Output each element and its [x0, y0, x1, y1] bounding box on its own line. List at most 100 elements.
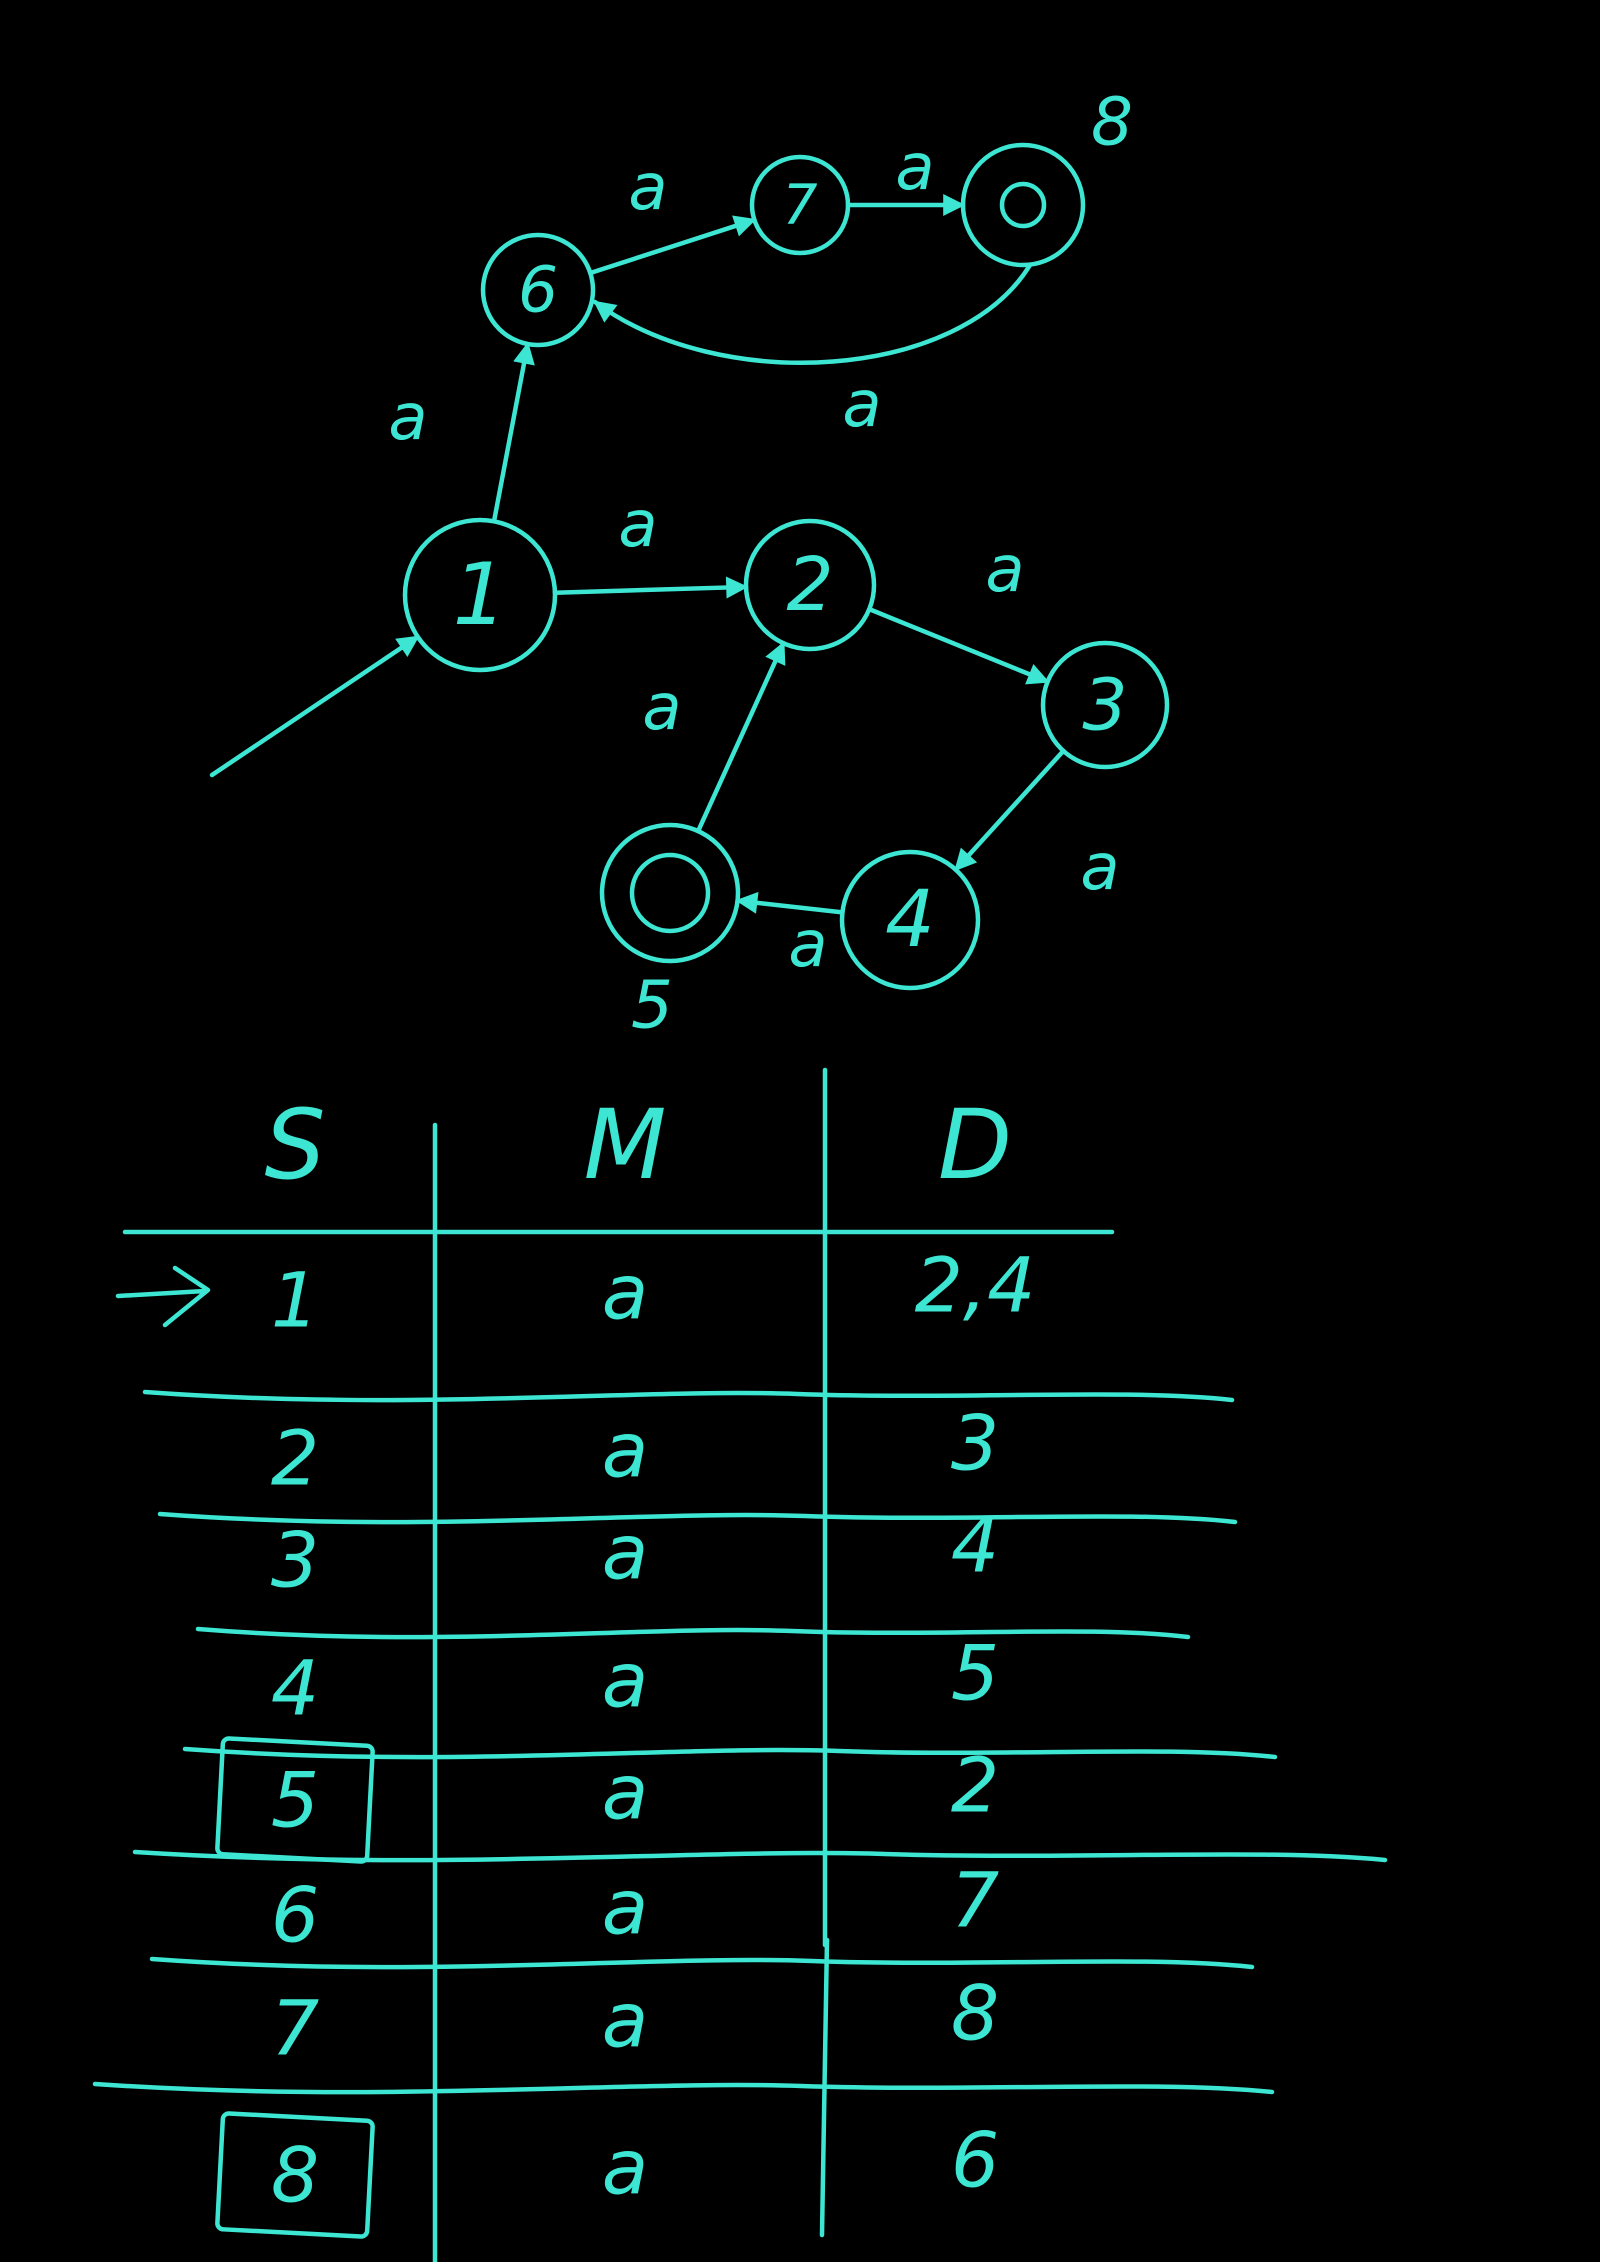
state-label: 5 — [631, 967, 673, 1044]
row-state: 4 — [271, 1644, 319, 1733]
transition-edge — [867, 606, 1050, 685]
row-symbol: a — [602, 1248, 649, 1337]
table-row: 6 a 7 — [271, 1856, 999, 1960]
transition-symbol: a — [642, 671, 681, 745]
transition-symbol: a — [842, 368, 881, 442]
row-targets: 4 — [951, 1501, 999, 1590]
state-circle — [402, 517, 558, 673]
transition-symbol: a — [1080, 831, 1119, 905]
transition-2-3 — [867, 606, 1050, 685]
row-symbol: a — [602, 1508, 649, 1597]
table-grid-lines — [92, 1067, 1388, 2262]
row-symbol: a — [602, 1748, 649, 1837]
transition-edge — [552, 576, 749, 599]
state-node-8: 8 — [960, 84, 1133, 268]
transition-labels: a a a a a a a a a — [388, 131, 1119, 982]
state-diagram: 1 2 3 4 5 6 7 8 a a a a a a a a a — [209, 84, 1170, 1044]
row-state: 6 — [271, 1871, 319, 1960]
row-state: 8 — [271, 2131, 319, 2220]
state-label: 2 — [786, 542, 833, 628]
transition-edge — [735, 891, 845, 915]
transition-symbol: a — [788, 908, 827, 982]
accepting-inner-circle — [629, 852, 711, 934]
initial-arrow — [209, 634, 420, 778]
transition-1-6 — [491, 341, 535, 524]
initial-state-arrow — [115, 1265, 211, 1328]
transition-edges — [491, 194, 1066, 915]
row-symbol: a — [602, 2123, 649, 2212]
state-label: 4 — [885, 875, 935, 965]
row-targets: 7 — [951, 1856, 999, 1945]
table-body: 1 a 2,4 2 a 3 3 a 4 4 a 5 5 a 2 6 a 7 7 a 8 8 a 6 — [115, 1241, 1036, 2239]
transition-3-4 — [953, 748, 1066, 872]
row-symbol: a — [602, 1976, 649, 2065]
state-circle — [1040, 640, 1170, 770]
transition-1-2 — [552, 576, 749, 599]
state-node-2: 2 — [743, 518, 877, 652]
transition-edge — [592, 262, 1033, 365]
table-row: 2 a 3 — [271, 1399, 999, 1503]
transition-table: S M D 1 a 2,4 2 a 3 3 a 4 4 a 5 5 a 2 6 a 7 7 a 8 8 a 6 — [92, 1067, 1388, 2262]
row-targets: 8 — [951, 1969, 999, 2058]
table-row: 1 a 2,4 — [115, 1241, 1036, 1345]
transition-symbol: a — [895, 131, 934, 205]
row-state: 1 — [271, 1256, 319, 1345]
transition-edge — [491, 341, 535, 524]
state-circle — [743, 518, 877, 652]
row-state: 7 — [271, 1984, 319, 2073]
table-row: 3 a 4 — [271, 1501, 999, 1605]
row-symbol: a — [602, 1406, 649, 1495]
table-header-s: S — [265, 1089, 326, 1201]
state-label: 6 — [518, 254, 558, 327]
transition-4-5 — [735, 891, 845, 915]
row-separator — [195, 1626, 1191, 1640]
row-separator — [182, 1746, 1278, 1760]
state-circle — [599, 822, 741, 964]
accepting-box — [215, 1736, 375, 1864]
accepting-box — [215, 2111, 375, 2239]
transition-5-2 — [695, 641, 786, 834]
transition-symbol: a — [618, 488, 657, 562]
transition-8-6 — [592, 262, 1033, 365]
accepting-inner-circle — [999, 181, 1047, 229]
row-state: 3 — [271, 1516, 319, 1605]
row-state: 5 — [271, 1756, 319, 1845]
row-symbol: a — [602, 1863, 649, 1952]
row-separator — [142, 1389, 1235, 1403]
state-circle — [960, 142, 1086, 268]
transition-symbol: a — [985, 533, 1024, 607]
table-row: 5 a 2 — [215, 1736, 999, 1864]
table-header-m: M — [584, 1089, 667, 1201]
state-circle — [839, 849, 981, 991]
row-separator — [92, 2081, 1275, 2095]
state-label: 1 — [453, 545, 508, 645]
state-label: 3 — [1082, 664, 1127, 747]
transition-edge — [588, 215, 757, 276]
state-node-5: 5 — [599, 822, 741, 1044]
row-state: 2 — [271, 1414, 319, 1503]
state-label: 8 — [1091, 84, 1133, 161]
table-row: 7 a 8 — [271, 1969, 999, 2073]
table-row: 4 a 5 — [271, 1629, 999, 1733]
column-divider-2 — [819, 1067, 830, 2238]
transition-edge — [695, 641, 786, 834]
state-node-1: 1 — [209, 517, 558, 778]
row-targets: 2,4 — [915, 1241, 1036, 1330]
transition-6-7 — [588, 215, 757, 276]
transition-edge — [953, 748, 1066, 872]
state-circle — [480, 232, 596, 348]
state-nodes: 1 2 3 4 5 6 7 8 — [209, 84, 1170, 1044]
state-label: 7 — [783, 173, 818, 237]
table-header-d: D — [938, 1089, 1012, 1201]
row-separator — [157, 1511, 1238, 1525]
row-separator — [149, 1956, 1255, 1970]
state-node-6: 6 — [480, 232, 596, 348]
state-circle — [749, 154, 851, 256]
state-node-3: 3 — [1040, 640, 1170, 770]
row-targets: 3 — [951, 1399, 999, 1488]
transition-symbol: a — [628, 151, 667, 225]
row-targets: 6 — [951, 2116, 999, 2205]
row-symbol: a — [602, 1636, 649, 1725]
row-targets: 2 — [951, 1741, 999, 1830]
